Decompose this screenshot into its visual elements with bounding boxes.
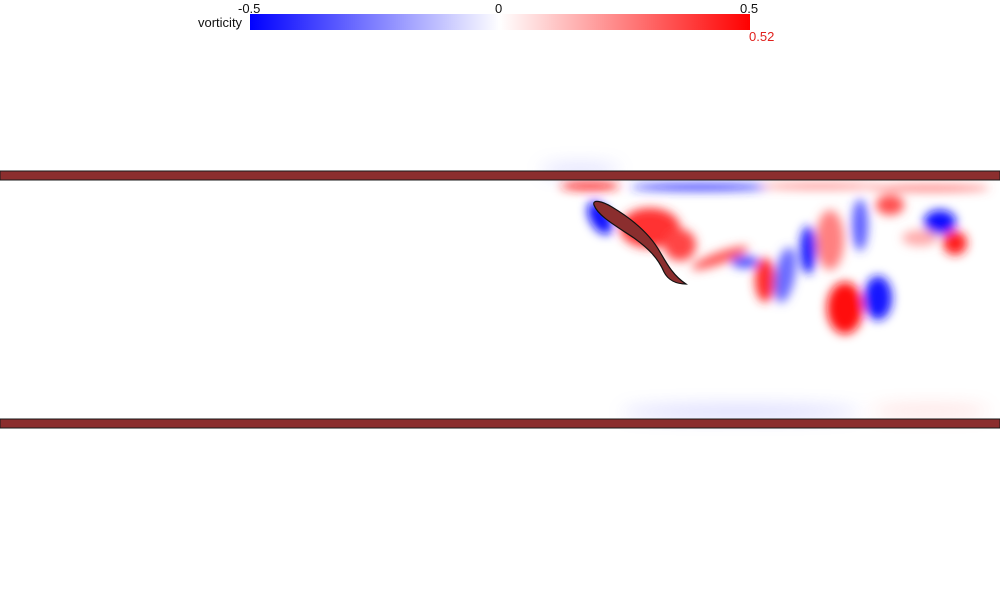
colorbar-tick-mid: 0 bbox=[495, 1, 503, 16]
channel-wall-bottom bbox=[0, 418, 1000, 429]
colorbar-title: vorticity bbox=[198, 15, 243, 30]
channel-wall-top bbox=[0, 170, 1000, 181]
colorbar-tick-min: -0.5 bbox=[238, 1, 261, 16]
colorbar-tick-max: 0.5 bbox=[740, 1, 759, 16]
vorticity-field-vortices bbox=[560, 182, 990, 334]
vorticity-colorbar bbox=[250, 14, 750, 30]
flexible-foil bbox=[593, 200, 688, 285]
colorbar-value-readout: 0.52 bbox=[749, 29, 775, 44]
